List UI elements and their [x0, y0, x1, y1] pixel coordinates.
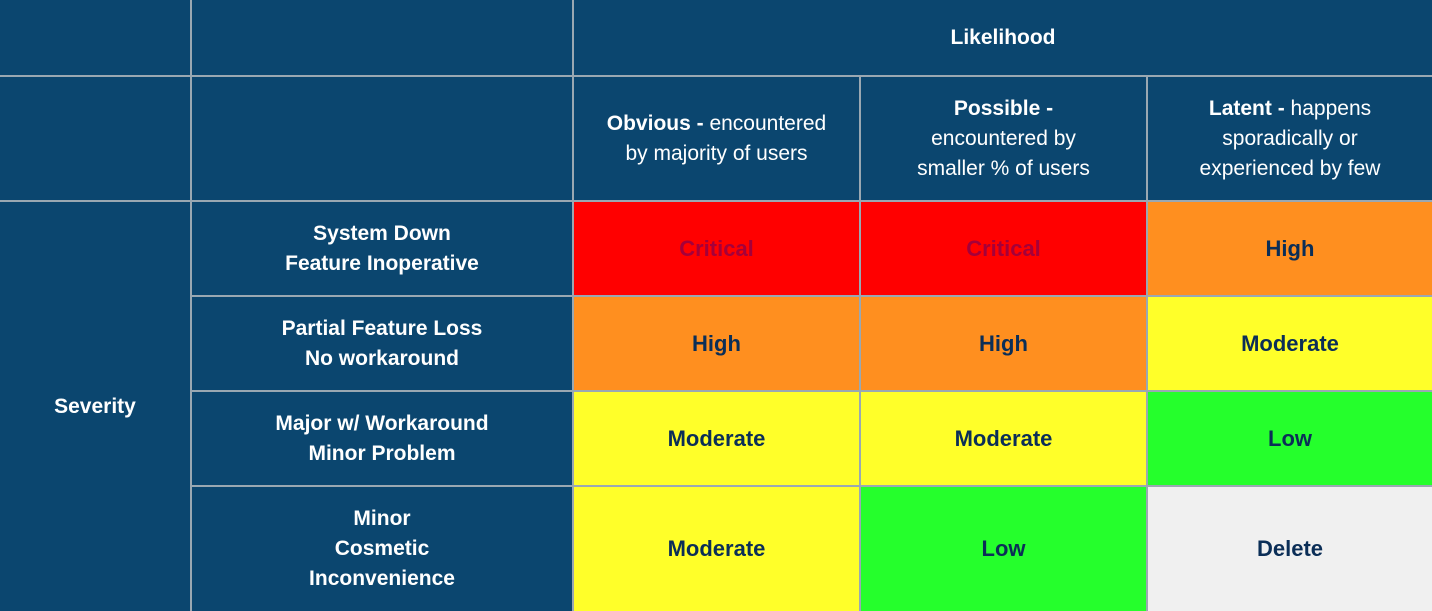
corner-cell-2 [192, 0, 574, 77]
risk-cell: Low [861, 487, 1148, 611]
risk-cell: High [1148, 202, 1432, 297]
severity-row-partial-loss: Partial Feature Loss No workaround [192, 297, 574, 392]
risk-cell: Critical [861, 202, 1148, 297]
column-header-desc: encountered [709, 111, 827, 135]
risk-cell: Delete [1148, 487, 1432, 611]
risk-cell: Moderate [1148, 297, 1432, 392]
severity-row-system-down: System Down Feature Inoperative [192, 202, 574, 297]
severity-row-line: Minor [353, 507, 411, 530]
severity-row-line: Feature Inoperative [285, 251, 479, 275]
severity-row-line: Major w/ Workaround [275, 411, 489, 435]
column-header-line: sporadically or [1222, 126, 1358, 150]
corner-cell [0, 0, 192, 77]
column-header-line: smaller % of users [917, 156, 1090, 180]
column-header-desc: happens [1290, 96, 1372, 120]
risk-cell: High [574, 297, 861, 392]
severity-row-line: Partial Feature Loss [281, 316, 483, 340]
column-header-possible: Possible - encountered by smaller % of u… [861, 77, 1148, 202]
severity-row-line: Minor Problem [308, 441, 456, 465]
severity-row-line: No workaround [304, 346, 459, 370]
column-header-obvious: Obvious - encountered by majority of use… [574, 77, 861, 202]
column-header-latent: Latent - happens sporadically or experie… [1148, 77, 1432, 202]
column-header-line: encountered by [931, 126, 1076, 150]
column-header-title: Obvious - [606, 111, 704, 135]
column-header-title: Latent - [1208, 96, 1285, 120]
risk-cell: Low [1148, 392, 1432, 487]
risk-cell: Moderate [861, 392, 1148, 487]
severity-row-line: Cosmetic [334, 537, 430, 560]
severity-row-line: System Down [313, 221, 451, 245]
severity-label: Severity [0, 202, 192, 611]
blank-header-cell-2 [192, 77, 574, 202]
risk-cell: Moderate [574, 392, 861, 487]
blank-header-cell [0, 77, 192, 202]
risk-cell: Critical [574, 202, 861, 297]
risk-cell: High [861, 297, 1148, 392]
column-header-line: experienced by few [1199, 156, 1381, 180]
severity-row-major-workaround: Major w/ Workaround Minor Problem [192, 392, 574, 487]
risk-cell: Moderate [574, 487, 861, 611]
column-header-line: by majority of users [625, 141, 808, 165]
severity-row-line: Inconvenience [309, 567, 455, 590]
column-header-title: Possible - [953, 96, 1054, 120]
severity-row-minor: Minor Cosmetic Inconvenience [192, 487, 574, 611]
likelihood-header: Likelihood [574, 0, 1432, 77]
